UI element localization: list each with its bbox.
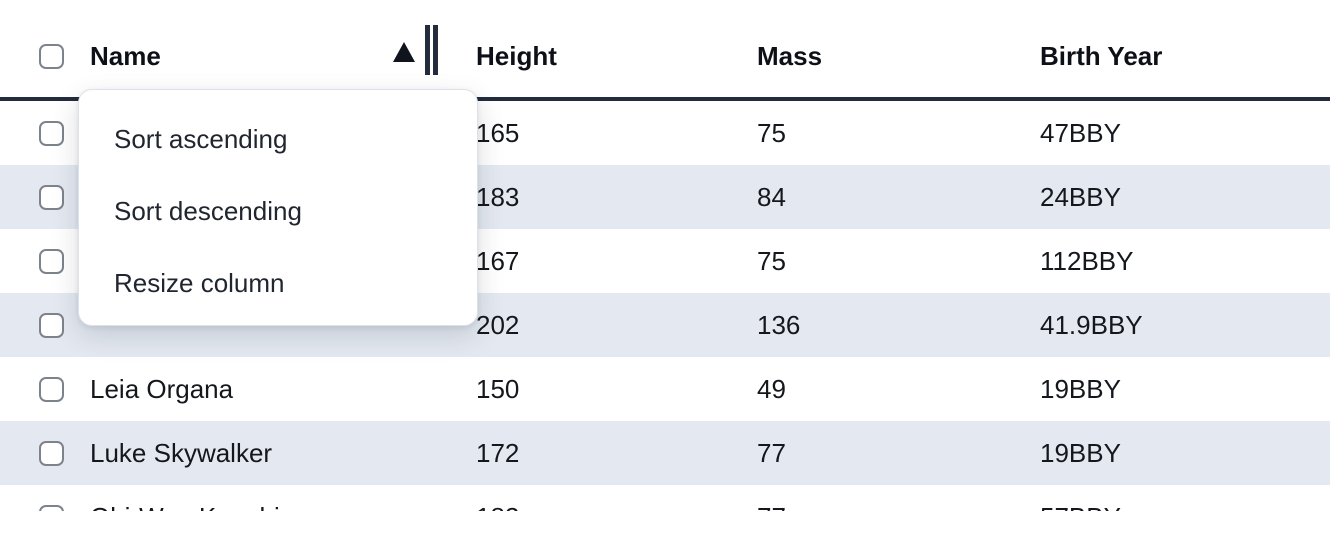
row-checkbox[interactable] bbox=[39, 120, 64, 146]
column-resize-handle[interactable] bbox=[425, 25, 438, 75]
cell-mass: 77 bbox=[757, 502, 1040, 512]
menu-item-sort-descending[interactable]: Sort descending bbox=[114, 195, 302, 226]
cell-mass: 84 bbox=[757, 181, 786, 212]
cell-birth-year: 57BBY bbox=[1040, 502, 1330, 512]
resize-bar-icon bbox=[433, 25, 438, 75]
row-checkbox[interactable] bbox=[39, 248, 64, 274]
cell-name: Leia Organa bbox=[90, 373, 234, 404]
table-row: Obi-Wan Kenobi1827757BBY bbox=[0, 485, 1330, 511]
row-checkbox-cell bbox=[0, 376, 90, 402]
cell-mass: 75 bbox=[757, 245, 786, 276]
row-checkbox-cell bbox=[0, 312, 90, 338]
column-header-height-label: Height bbox=[476, 41, 557, 71]
cell-mass: 49 bbox=[757, 373, 786, 404]
cell-birth-year: 19BBY bbox=[1040, 437, 1121, 468]
column-header-height[interactable]: Height bbox=[476, 41, 757, 72]
cell-birth-year: 19BBY bbox=[1040, 373, 1121, 404]
cell-birth-year: 112BBY bbox=[1040, 245, 1134, 276]
cell-height: 183 bbox=[476, 181, 520, 212]
column-header-mass[interactable]: Mass bbox=[757, 41, 1040, 72]
menu-item-resize-column[interactable]: Resize column bbox=[114, 267, 285, 298]
row-checkbox-cell bbox=[0, 184, 90, 210]
cell-height: 202 bbox=[476, 309, 520, 340]
table-row: Leia Organa 150 49 19BBY bbox=[0, 357, 1330, 421]
column-context-menu: Sort ascending Sort descending Resize co… bbox=[78, 89, 478, 326]
cell-birth-year: 24BBY bbox=[1040, 181, 1121, 212]
column-header-name-label: Name bbox=[90, 41, 161, 71]
sort-ascending-icon bbox=[393, 42, 415, 62]
cell-height: 165 bbox=[476, 117, 520, 148]
row-checkbox[interactable] bbox=[39, 440, 64, 466]
cell-name: Obi-Wan Kenobi bbox=[90, 502, 476, 512]
table-header-row: Name Height Mass Birth Year bbox=[0, 0, 1330, 101]
resize-bar-icon bbox=[425, 25, 430, 75]
column-header-name[interactable]: Name bbox=[90, 41, 476, 72]
header-checkbox-cell bbox=[0, 44, 90, 69]
cell-height: 182 bbox=[476, 502, 757, 512]
cell-height: 167 bbox=[476, 245, 520, 276]
row-checkbox[interactable] bbox=[39, 504, 64, 511]
select-all-checkbox[interactable] bbox=[39, 44, 64, 69]
row-checkbox[interactable] bbox=[39, 376, 64, 402]
row-checkbox-cell bbox=[0, 504, 90, 511]
row-checkbox-cell bbox=[0, 440, 90, 466]
row-checkbox-cell bbox=[0, 248, 90, 274]
menu-item-sort-ascending[interactable]: Sort ascending bbox=[114, 123, 288, 154]
row-checkbox[interactable] bbox=[39, 312, 64, 338]
table-row: Luke Skywalker 172 77 19BBY bbox=[0, 421, 1330, 485]
row-checkbox-cell bbox=[0, 120, 90, 146]
column-header-mass-label: Mass bbox=[757, 41, 823, 71]
cell-height: 172 bbox=[476, 437, 520, 468]
column-header-birth-year-label: Birth Year bbox=[1040, 41, 1163, 71]
row-checkbox[interactable] bbox=[39, 184, 64, 210]
cell-birth-year: 47BBY bbox=[1040, 117, 1121, 148]
cell-mass: 77 bbox=[757, 437, 786, 468]
column-header-birth-year[interactable]: Birth Year bbox=[1040, 41, 1330, 72]
cell-mass: 75 bbox=[757, 117, 786, 148]
cell-mass: 136 bbox=[757, 309, 801, 340]
cell-height: 150 bbox=[476, 373, 520, 404]
cell-birth-year: 41.9BBY bbox=[1040, 309, 1143, 340]
cell-name: Luke Skywalker bbox=[90, 437, 273, 468]
